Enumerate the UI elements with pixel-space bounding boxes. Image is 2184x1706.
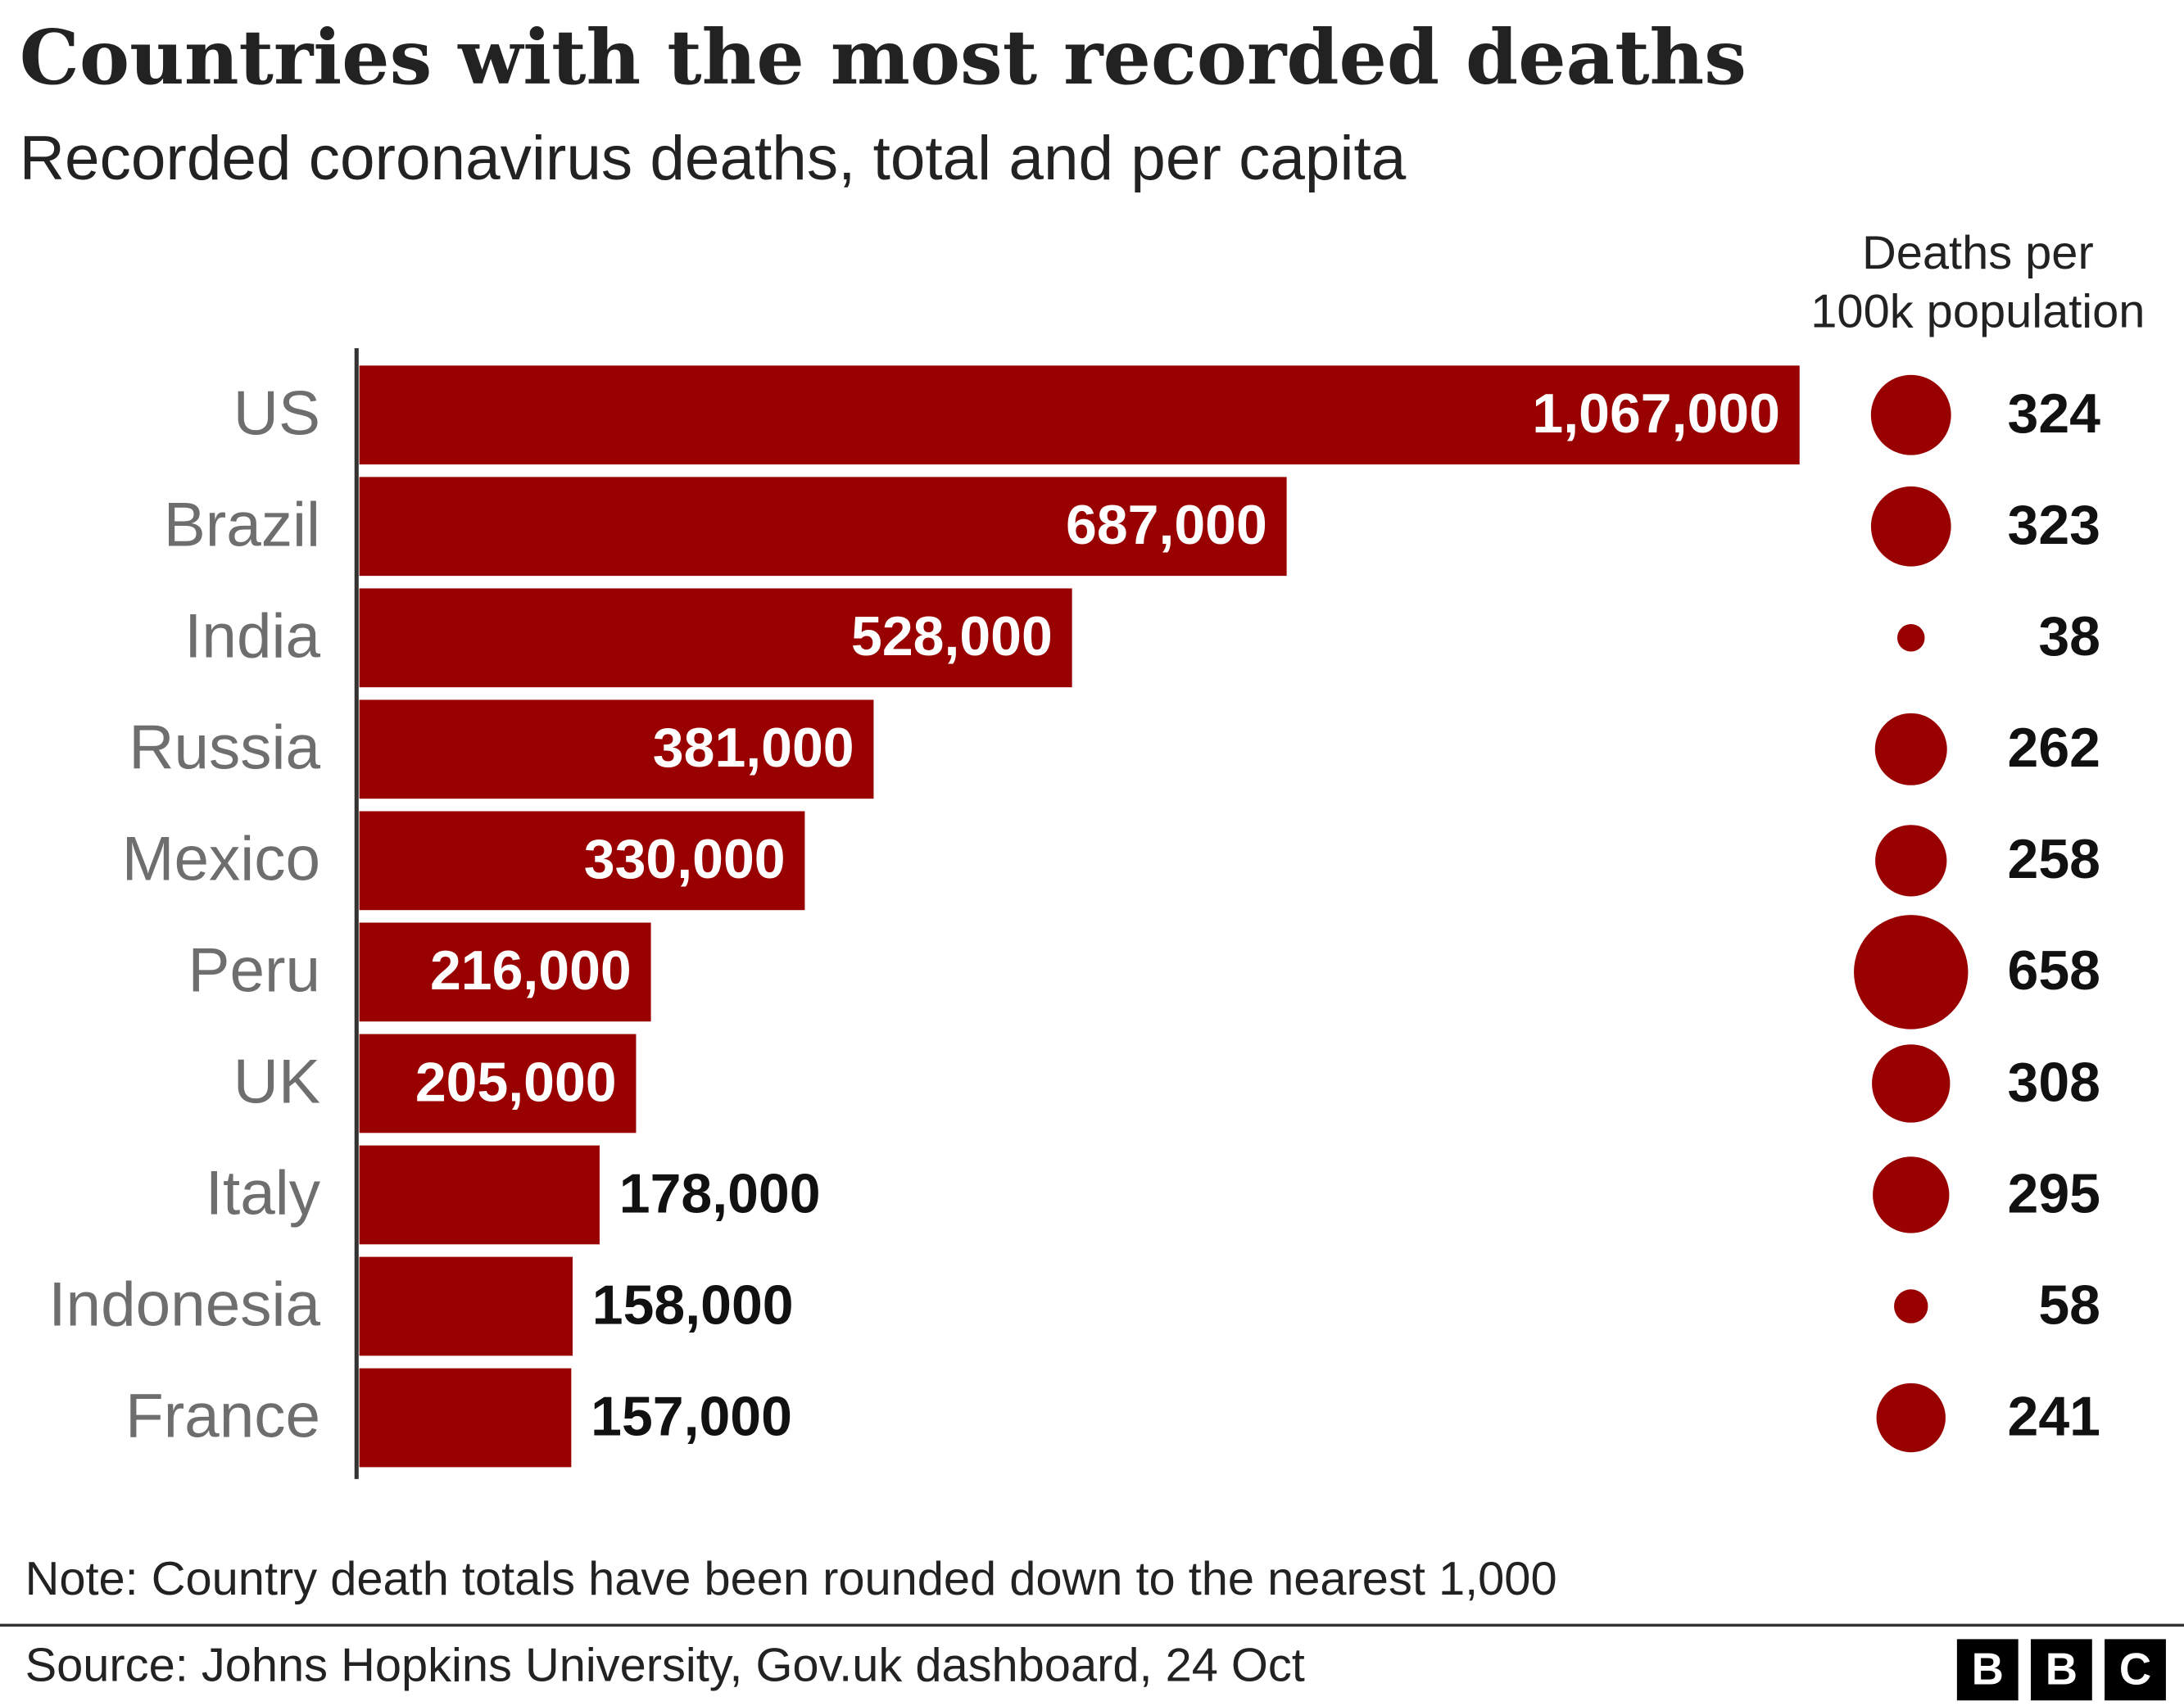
value-label: 178,000 — [619, 1162, 821, 1224]
bubble — [1874, 713, 1947, 785]
bar — [359, 811, 805, 911]
bubble-label: 258 — [2008, 828, 2100, 890]
bubble-label: 324 — [2008, 382, 2101, 445]
logo-letter: C — [2119, 1645, 2151, 1695]
bubble-label: 38 — [2038, 605, 2100, 667]
bubble-title: 100k population — [1810, 286, 2145, 338]
value-label: 687,000 — [1066, 494, 1267, 556]
category-label: Italy — [206, 1159, 321, 1229]
value-label: 1,067,000 — [1532, 382, 1780, 445]
category-label: UK — [233, 1048, 320, 1117]
category-label: US — [233, 378, 320, 448]
bubble — [1873, 1156, 1950, 1233]
logo-box — [1956, 1639, 2019, 1701]
category-label: Russia — [129, 713, 320, 782]
bar — [359, 699, 874, 799]
category-label: Indonesia — [48, 1270, 320, 1340]
bar — [359, 1256, 573, 1356]
logo-letter: B — [1972, 1645, 2004, 1695]
bubble-title: Deaths per — [1862, 227, 2094, 279]
bubble — [1870, 486, 1951, 567]
category-label: France — [125, 1382, 320, 1451]
bubble-label: 58 — [2038, 1274, 2100, 1336]
bubble — [1875, 825, 1947, 897]
bubble-label: 262 — [2008, 717, 2100, 779]
bubble — [1872, 1044, 1951, 1123]
bubble-label: 323 — [2008, 494, 2100, 556]
bar — [359, 365, 1800, 465]
category-label: India — [184, 601, 320, 671]
value-label: 381,000 — [653, 717, 854, 779]
bar — [359, 1368, 572, 1468]
bubble-label: 241 — [2008, 1385, 2100, 1447]
chart-subtitle: Recorded coronavirus deaths, total and p… — [20, 124, 1407, 193]
value-label: 158,000 — [592, 1274, 794, 1336]
bubble-label: 308 — [2008, 1051, 2100, 1113]
chart-title: Countries with the most recorded deaths — [20, 13, 1747, 102]
category-label: Peru — [188, 935, 320, 1005]
bubble — [1870, 374, 1951, 455]
category-label: Mexico — [122, 824, 320, 894]
logo-box — [2105, 1639, 2166, 1701]
category-label: Brazil — [164, 490, 320, 559]
value-label: 216,000 — [430, 939, 632, 1002]
bar — [359, 588, 1072, 688]
bar — [359, 1145, 600, 1245]
source: Source: Johns Hopkins University, Gov.uk… — [25, 1639, 1305, 1691]
value-label: 330,000 — [584, 828, 786, 890]
logo-letter: B — [2046, 1645, 2078, 1695]
value-label: 528,000 — [851, 605, 1053, 667]
value-label: 205,000 — [415, 1051, 617, 1113]
bubble — [1896, 624, 1925, 652]
bubble-label: 295 — [2008, 1162, 2100, 1224]
bubble-label: 658 — [2008, 939, 2100, 1002]
bar — [359, 922, 651, 1022]
bar — [359, 477, 1287, 577]
bubble — [1854, 915, 1969, 1029]
bar — [359, 1034, 637, 1134]
bubble — [1894, 1289, 1928, 1324]
note: Note: Country death totals have been rou… — [25, 1553, 1557, 1605]
logo-box — [2030, 1639, 2092, 1701]
value-label: 157,000 — [591, 1385, 792, 1447]
bubble — [1876, 1382, 1946, 1453]
